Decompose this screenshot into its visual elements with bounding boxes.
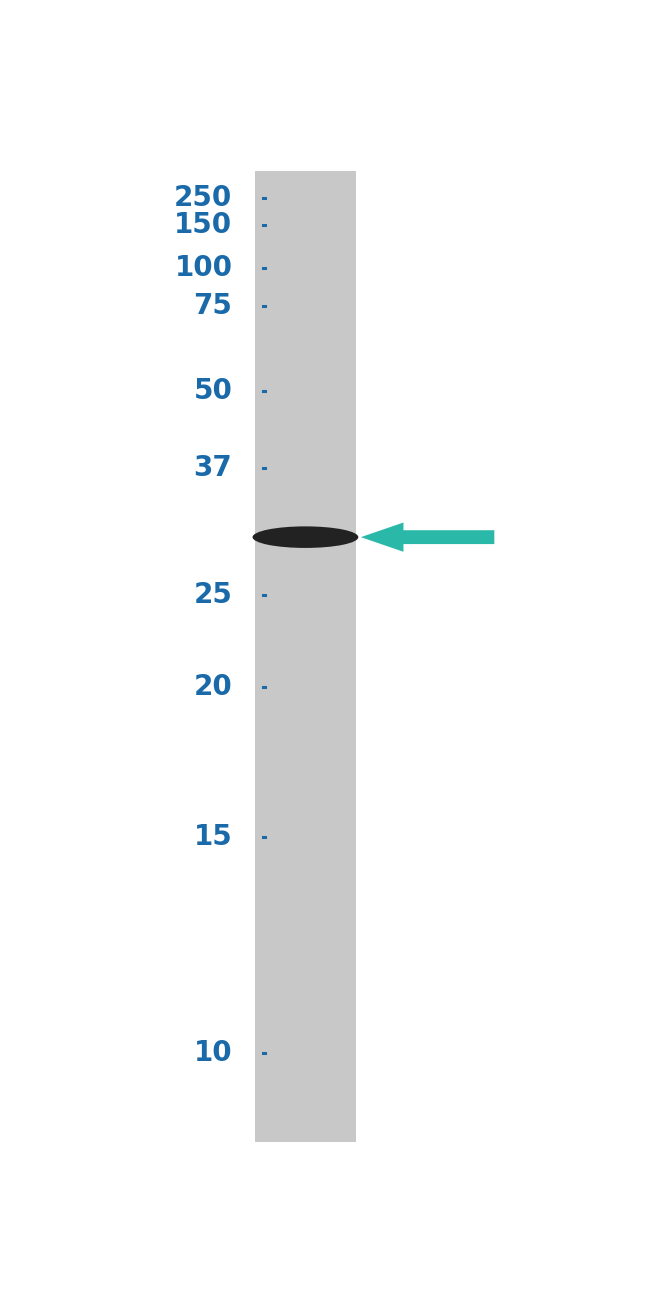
Text: 37: 37 (194, 454, 233, 482)
Text: 75: 75 (194, 292, 233, 320)
Text: 250: 250 (174, 185, 233, 212)
Polygon shape (361, 523, 494, 551)
Text: 150: 150 (174, 212, 233, 239)
Text: 25: 25 (194, 581, 233, 608)
Text: 10: 10 (194, 1039, 233, 1067)
Text: 50: 50 (194, 377, 233, 404)
Ellipse shape (253, 526, 358, 547)
Text: 20: 20 (194, 673, 233, 701)
Text: 15: 15 (194, 823, 233, 852)
Text: 100: 100 (174, 254, 233, 282)
Bar (255, 172, 356, 1141)
